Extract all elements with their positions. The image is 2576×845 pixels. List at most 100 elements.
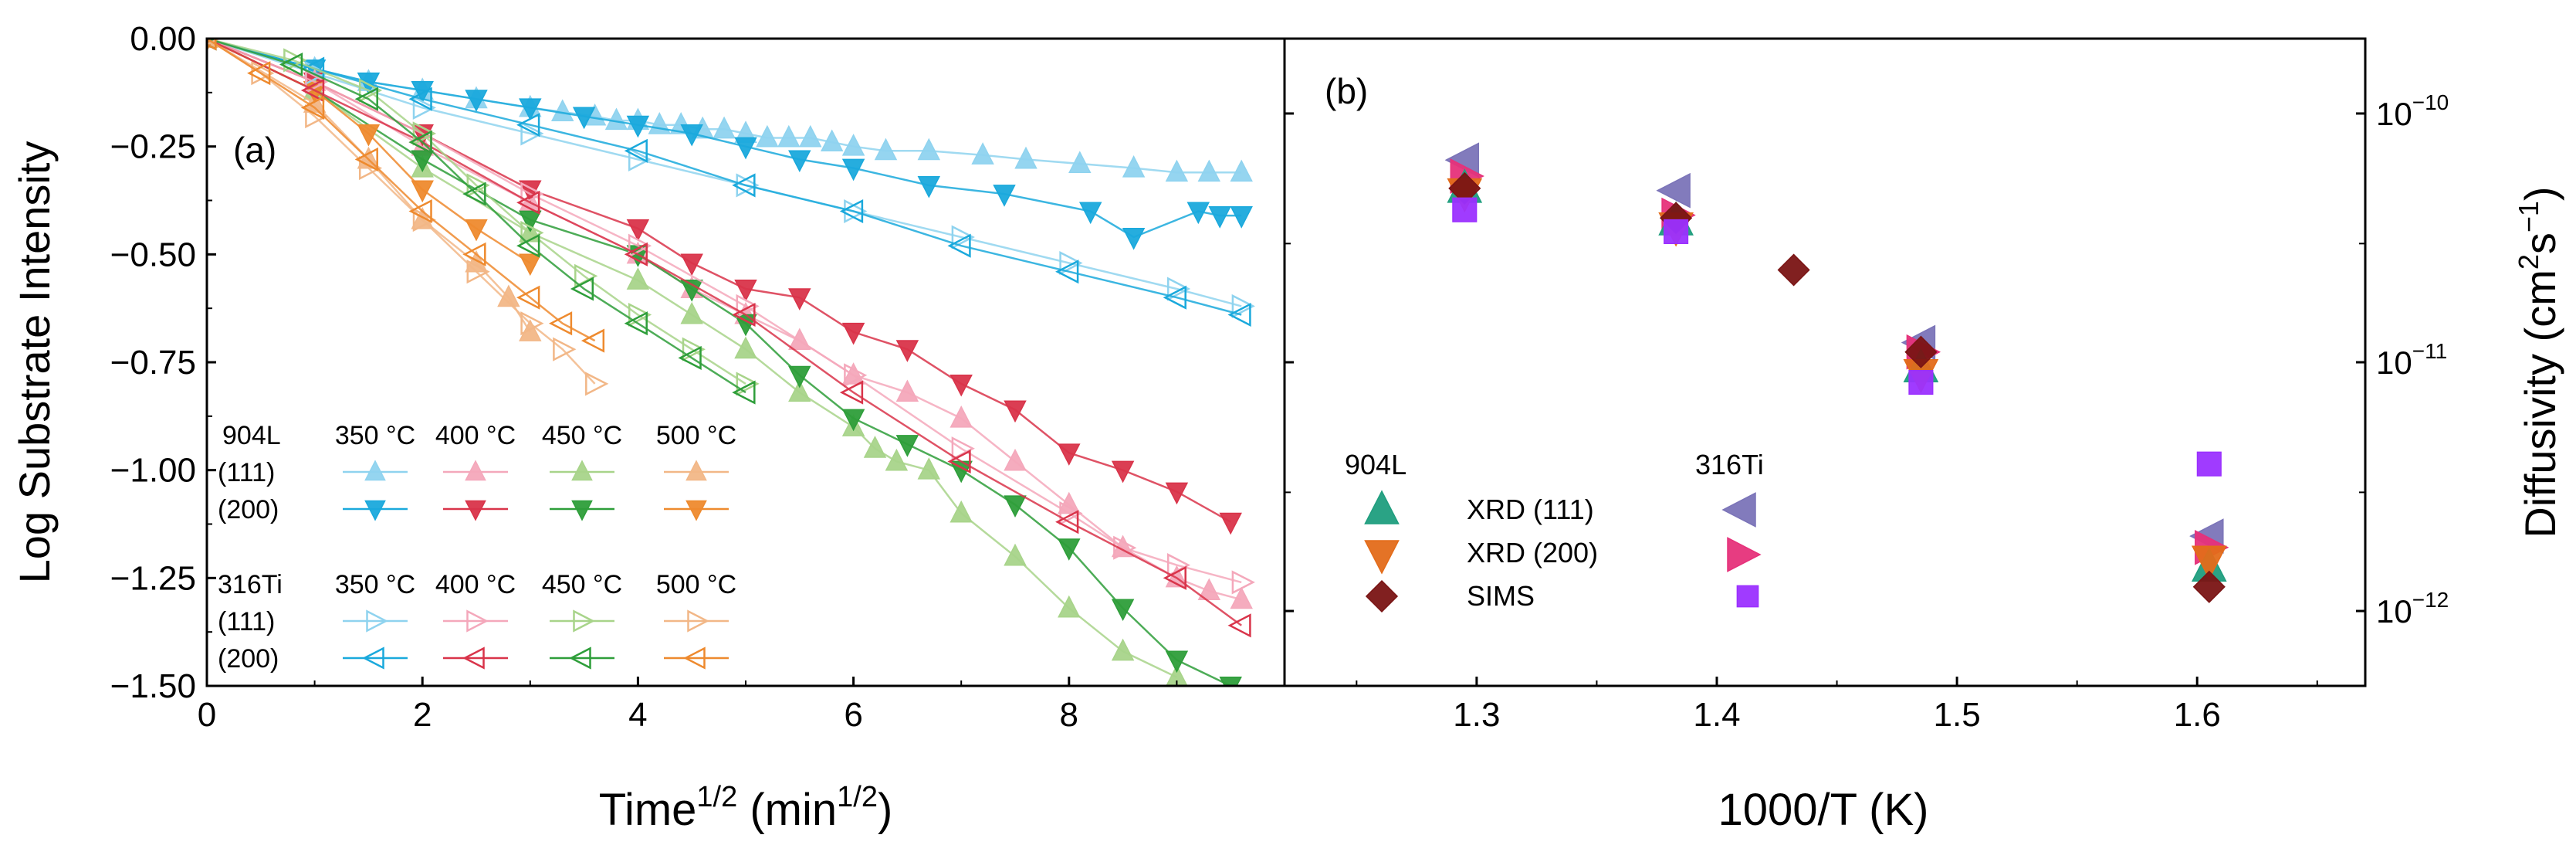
data-point — [680, 301, 703, 324]
data-point — [895, 379, 919, 402]
series-316ti-200-500-c — [207, 39, 605, 353]
data-point — [465, 90, 488, 112]
data-point — [462, 242, 486, 266]
y-tick-label: −1.50 — [110, 667, 196, 705]
data-point — [874, 137, 898, 161]
data-point — [581, 328, 605, 353]
data-point — [820, 129, 844, 152]
data-point — [1208, 206, 1231, 229]
x-label-unit-exponent: 1/2 — [837, 781, 878, 813]
data-point — [736, 173, 760, 198]
data-point — [1111, 460, 1135, 484]
panel-b-marks — [1444, 142, 2229, 603]
legend-a-marker — [362, 646, 384, 670]
data-point — [585, 372, 609, 396]
data-point — [412, 95, 436, 120]
data-point — [1111, 599, 1135, 622]
data-point — [550, 99, 574, 121]
data-point — [1113, 535, 1137, 560]
data-point — [680, 280, 703, 302]
panel-a-label: (a) — [233, 130, 276, 170]
data-point — [412, 121, 436, 146]
series-line — [207, 39, 596, 342]
data-point — [207, 39, 221, 46]
series-316ti-200-350-c — [207, 39, 1251, 327]
data-point — [841, 409, 865, 432]
data-point — [680, 253, 703, 277]
y-label-close: ) — [2516, 186, 2564, 201]
panel-b-legend: 904L 316Ti XRD (111) XRD (200) SIMS — [1345, 449, 1764, 613]
data-point — [408, 87, 432, 111]
legend-a-marker — [683, 646, 706, 670]
series-316ti-sims — [1452, 197, 2222, 477]
data-point — [1664, 219, 1689, 244]
data-point — [462, 182, 486, 206]
data-point — [1055, 510, 1079, 534]
data-point — [628, 302, 652, 327]
data-point — [1230, 206, 1253, 229]
data-point — [777, 124, 801, 148]
series-line — [207, 39, 746, 394]
x-label-unit: (min — [737, 785, 837, 835]
data-point — [516, 190, 540, 215]
data-point — [519, 253, 542, 277]
series-316ti-xrd-111- — [1444, 142, 2224, 554]
data-point — [1777, 253, 1810, 287]
data-point — [1165, 482, 1189, 505]
data-point — [947, 449, 971, 474]
y-tick-label: −0.25 — [110, 128, 196, 166]
legend-a-header-500-316ti: 500 °C — [656, 570, 736, 599]
legend-b-marker — [1727, 537, 1762, 572]
data-point — [1163, 285, 1186, 310]
y-tick-exponent: −12 — [2412, 588, 2449, 612]
data-point — [465, 219, 488, 242]
data-point — [971, 142, 994, 165]
legend-b-header-316ti: 316Ti — [1695, 449, 1764, 480]
legend-a-marker — [465, 460, 486, 481]
data-point — [411, 180, 434, 203]
data-point — [1908, 370, 1934, 395]
legend-a-header-450-316ti: 450 °C — [542, 570, 622, 599]
panel-a-ticks: 0 2 4 6 8 0.00 −0.25 −0.50 −0.75 −1.00 −1.25 −1.50 — [110, 20, 1178, 734]
data-point — [300, 95, 325, 120]
data-point — [1227, 613, 1251, 638]
panel-b-label: (b) — [1325, 71, 1368, 111]
legend-a-header-350: 350 °C — [335, 421, 415, 450]
data-point — [839, 380, 864, 405]
data-point — [520, 182, 544, 206]
y-tick-base: 10 — [2376, 96, 2412, 132]
data-point — [1014, 146, 1038, 169]
data-point — [788, 150, 811, 173]
x-label-unit-close: ) — [878, 785, 892, 835]
data-point — [251, 61, 275, 86]
data-point — [799, 124, 822, 148]
legend-a-material-904l: 904L — [222, 421, 281, 450]
legend-a-marker — [462, 646, 485, 670]
legend-a-316ti-row-111: (111) — [218, 607, 275, 636]
data-point — [1904, 335, 1938, 368]
data-point — [1059, 250, 1083, 276]
legend-a-marker — [569, 646, 591, 670]
data-point — [839, 199, 864, 224]
legend-a-marker — [465, 500, 486, 521]
x-tick-label: 1.3 — [1453, 696, 1500, 734]
y-tick-label: 10−12 — [2376, 588, 2449, 630]
x-label-time: Time — [599, 785, 697, 835]
data-point — [734, 336, 757, 359]
data-point — [1165, 159, 1189, 182]
y-tick-base: 10 — [2376, 593, 2412, 630]
legend-a-316ti-row-200: (200) — [218, 644, 279, 674]
data-point — [411, 81, 434, 104]
series-line — [207, 39, 746, 385]
legend-b-header-904l: 904L — [1345, 449, 1406, 480]
data-point — [358, 78, 383, 103]
y-tick-base: 10 — [2376, 344, 2412, 381]
data-point — [949, 405, 973, 428]
y-tick-label: 10−10 — [2376, 90, 2449, 132]
legend-a-header-400-316ti: 400 °C — [435, 570, 516, 599]
data-point — [1004, 448, 1027, 471]
series-904l-200-350-c — [207, 39, 1253, 250]
panel-a-marks — [207, 39, 1255, 686]
legend-a-header-450: 450 °C — [542, 421, 622, 450]
series-316ti-111-500-c — [207, 39, 609, 396]
